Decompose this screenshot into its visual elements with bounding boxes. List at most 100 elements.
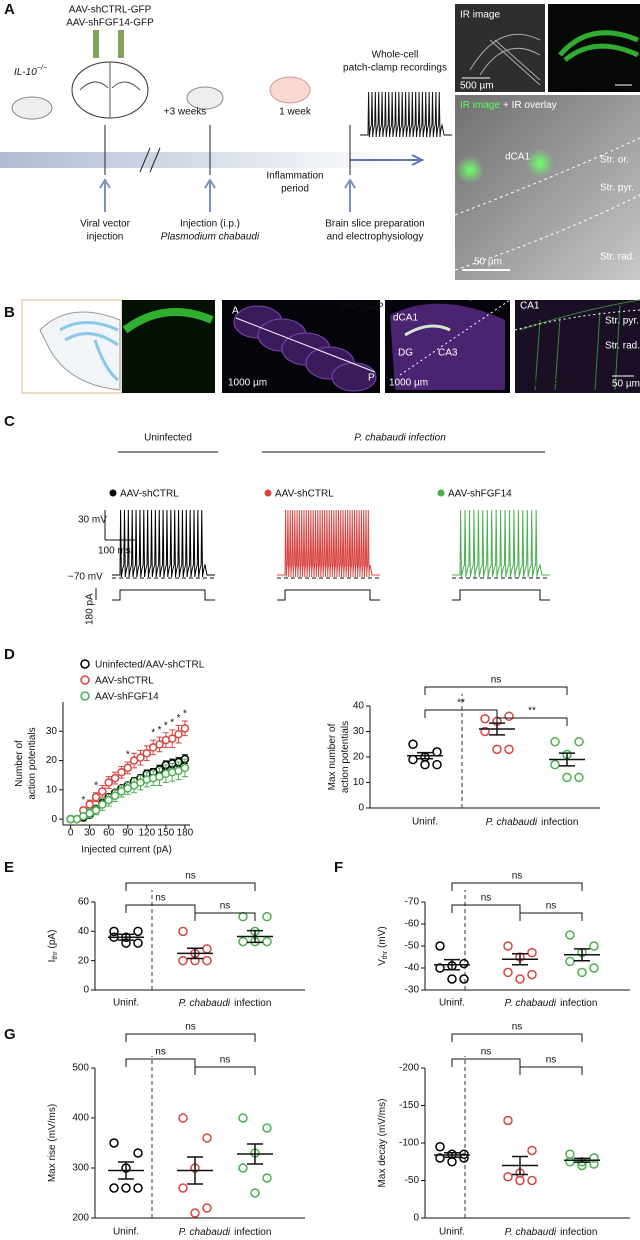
point bbox=[110, 773, 120, 783]
layer-label: Str. rad. bbox=[605, 341, 640, 352]
point bbox=[504, 711, 514, 721]
panel-label: D bbox=[4, 646, 15, 663]
image-label-white: + IR overlay bbox=[503, 100, 557, 111]
gfp-cell bbox=[456, 156, 484, 184]
stain-label: DAPI bbox=[520, 379, 543, 390]
period-label: Inflammation bbox=[266, 171, 323, 182]
comparison-label: ns bbox=[185, 871, 196, 882]
syringe bbox=[93, 30, 99, 58]
point bbox=[104, 778, 113, 787]
error-bar bbox=[559, 752, 575, 767]
point bbox=[262, 936, 272, 947]
y-tick-label: 400 bbox=[72, 1113, 89, 1124]
x-group-label: P. chabaudi infection bbox=[505, 998, 598, 1009]
gfp-band bbox=[558, 30, 640, 62]
x-label-italic: P. chabaudi bbox=[486, 817, 538, 828]
panel-c: C Uninfected P. chabaudi infection 30 mV… bbox=[4, 413, 550, 625]
x-tick-label: Uninf. bbox=[439, 1227, 465, 1238]
point bbox=[250, 1188, 260, 1198]
point bbox=[238, 936, 248, 947]
x-label-italic: P. chabaudi bbox=[505, 998, 557, 1009]
point bbox=[238, 911, 248, 922]
comparison-label: ** bbox=[528, 706, 536, 717]
error-bar bbox=[574, 1157, 590, 1163]
legend-label: AAV-shCTRL bbox=[120, 489, 179, 500]
bracket bbox=[519, 1066, 583, 1075]
point bbox=[577, 967, 587, 978]
image-label: IR image + IR overlay bbox=[460, 100, 557, 111]
legend-marker bbox=[109, 489, 117, 497]
bracket bbox=[194, 912, 256, 921]
point bbox=[565, 930, 575, 940]
point bbox=[459, 958, 469, 969]
panel-a: A AAV-shCTRL-GFP AAV-shFGF14-GFP IL-10−/… bbox=[0, 1, 640, 280]
panel-label: F bbox=[334, 859, 343, 876]
point bbox=[262, 1123, 272, 1133]
stain-label: GFP bbox=[363, 302, 384, 313]
spike-train bbox=[360, 91, 452, 138]
error-bar bbox=[187, 947, 203, 960]
point bbox=[420, 759, 430, 770]
bracket bbox=[424, 709, 498, 718]
point bbox=[503, 941, 513, 951]
comparison-label: ns bbox=[491, 675, 502, 686]
significance: * bbox=[158, 725, 162, 736]
point bbox=[527, 1145, 537, 1156]
comparison-label: ns bbox=[155, 893, 166, 904]
scale-label: 1000 µm bbox=[228, 378, 267, 389]
y-label-sub: thr bbox=[382, 950, 389, 959]
comparison-label: ns bbox=[185, 1022, 196, 1033]
y-tick-label: -150 bbox=[399, 1100, 419, 1111]
x-tick-label: Uninf. bbox=[439, 998, 465, 1009]
point bbox=[565, 956, 575, 967]
legend-marker bbox=[264, 489, 272, 497]
scale-label: 30 mV bbox=[78, 515, 107, 526]
point bbox=[104, 795, 113, 805]
y-label-line: action potentials bbox=[27, 727, 38, 799]
point bbox=[202, 955, 212, 966]
y-tick-label: 0 bbox=[413, 1213, 419, 1224]
atlas-tracts bbox=[59, 321, 119, 382]
brain-lines bbox=[79, 62, 141, 118]
point bbox=[155, 740, 164, 749]
point bbox=[180, 724, 190, 733]
point bbox=[133, 1148, 143, 1158]
point bbox=[109, 1138, 119, 1148]
comparison-label: ns bbox=[481, 1047, 492, 1058]
point bbox=[98, 787, 107, 796]
layer-label: Str. pyr. bbox=[605, 316, 639, 327]
point bbox=[110, 791, 120, 800]
trace bbox=[277, 509, 380, 578]
bracket bbox=[194, 1066, 256, 1075]
interval: 1 week bbox=[279, 107, 312, 118]
trace bbox=[360, 91, 452, 138]
overlay-image bbox=[455, 95, 640, 280]
point bbox=[432, 759, 442, 770]
mouse-line-genotype: −/− bbox=[37, 65, 47, 72]
point bbox=[178, 955, 188, 966]
x-tick-label: 150 bbox=[158, 828, 175, 839]
point bbox=[503, 967, 513, 978]
point bbox=[91, 792, 101, 802]
y-axis-label: Max decay (mV/ms) bbox=[377, 1099, 388, 1188]
y-tick-label: 20 bbox=[78, 955, 90, 966]
y-tick-label: -50 bbox=[405, 1175, 420, 1186]
image-label-green: IR image bbox=[460, 100, 500, 111]
point bbox=[503, 1172, 513, 1182]
y-tick-label: -30 bbox=[405, 985, 420, 996]
point bbox=[142, 749, 152, 758]
point bbox=[435, 1142, 445, 1152]
error-bar bbox=[512, 952, 528, 966]
point bbox=[136, 753, 145, 762]
axis-arrow bbox=[235, 317, 376, 373]
y-tick-label: -40 bbox=[405, 963, 420, 974]
y-label-line: Max number of bbox=[327, 723, 338, 790]
point bbox=[262, 911, 272, 922]
y-axis-label: Max number of action potentials bbox=[327, 721, 351, 793]
point bbox=[202, 944, 212, 954]
time-break bbox=[139, 147, 161, 173]
panel-label: G bbox=[4, 1026, 16, 1043]
atlas-section bbox=[39, 311, 121, 391]
current-step bbox=[112, 589, 215, 601]
stain-label: GFP bbox=[545, 379, 566, 390]
